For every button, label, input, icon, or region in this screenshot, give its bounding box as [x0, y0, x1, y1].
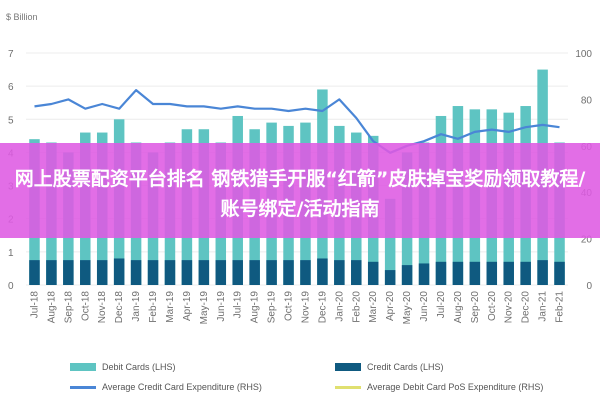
credit-bar-Nov-18 — [96, 260, 108, 285]
x-tick-Feb-20: Feb-20 — [351, 291, 362, 323]
right-tick-0: 0 — [586, 281, 592, 292]
x-tick-Jun-20: Jun-20 — [419, 291, 430, 322]
legend-item-avg-debit: Average Debit Card PoS Expenditure (RHS) — [335, 382, 543, 392]
x-tick-Nov-18: Nov-18 — [97, 291, 108, 324]
credit-bar-Aug-18 — [46, 260, 57, 285]
x-tick-Jan-20: Jan-20 — [334, 291, 345, 322]
credit-bar-Sep-19 — [266, 260, 277, 285]
x-tick-Jul-19: Jul-19 — [233, 291, 244, 319]
x-tick-Jul-18: Jul-18 — [29, 291, 40, 319]
x-tick-Feb-19: Feb-19 — [148, 291, 159, 323]
x-tick-Mar-20: Mar-20 — [368, 291, 379, 323]
x-tick-Aug-20: Aug-20 — [453, 291, 464, 324]
legend-swatch-debit — [70, 363, 96, 371]
x-axis-ticks: Jul-18 Aug-18 Sep-18 Oct-18 Nov-18 Dec-18 Jan-… — [29, 291, 565, 325]
x-tick-May-20: May-20 — [402, 291, 413, 325]
legend-swatch-avg-debit — [335, 385, 361, 389]
credit-bar-Apr-19 — [181, 260, 193, 285]
x-tick-May-19: May-19 — [199, 291, 210, 325]
x-tick-Nov-20: Nov-20 — [504, 291, 515, 324]
x-tick-Nov-19: Nov-19 — [300, 291, 311, 324]
banner-text: 网上股票配资平台排名 钢铁猎手开服“红箭”皮肤掉宝奖励领取教程/账号绑定/活动指… — [14, 168, 586, 220]
x-tick-Apr-19: Apr-19 — [182, 291, 193, 321]
credit-bar-Aug-19 — [249, 260, 260, 285]
x-tick-Dec-18: Dec-18 — [114, 291, 125, 324]
left-tick-7: 7 — [8, 49, 14, 60]
credit-bar-Dec-19 — [317, 258, 328, 285]
chart-legend: Debit Cards (LHS) Credit Cards (LHS) Ave… — [70, 360, 590, 400]
left-axis-unit-label: $ Billion — [6, 12, 38, 22]
promo-banner-overlay: 网上股票配资平台排名 钢铁猎手开服“红箭”皮肤掉宝奖励领取教程/账号绑定/活动指… — [0, 143, 600, 238]
legend-swatch-avg-credit — [70, 385, 96, 389]
x-tick-Feb-21: Feb-21 — [555, 291, 566, 323]
credit-bar-Jun-19 — [215, 260, 227, 285]
legend-label-credit: Credit Cards (LHS) — [367, 362, 444, 372]
right-tick-100: 100 — [575, 49, 592, 60]
credit-bar-Oct-20 — [486, 261, 498, 285]
x-tick-Sep-18: Sep-18 — [63, 291, 74, 324]
credit-bar-Sep-18 — [63, 260, 74, 285]
credit-bar-Oct-18 — [80, 260, 91, 285]
credit-bar-Mar-19 — [164, 260, 176, 285]
legend-label-avg-credit: Average Credit Card Expenditure (RHS) — [102, 382, 262, 392]
credit-bar-Mar-20 — [367, 261, 379, 285]
legend-item-credit: Credit Cards (LHS) — [335, 362, 444, 372]
x-tick-Sep-20: Sep-20 — [470, 291, 481, 324]
credit-bar-Jul-18 — [29, 260, 40, 285]
credit-bar-Feb-20 — [351, 260, 362, 285]
credit-bar-May-20 — [401, 265, 413, 285]
left-tick-6: 6 — [8, 82, 14, 93]
legend-item-avg-credit: Average Credit Card Expenditure (RHS) — [70, 382, 262, 392]
x-tick-Sep-19: Sep-19 — [267, 291, 278, 324]
x-tick-Jan-19: Jan-19 — [131, 291, 142, 322]
debit-bar-Apr-20 — [384, 198, 396, 285]
legend-item-debit: Debit Cards (LHS) — [70, 362, 176, 372]
credit-bar-Jan-20 — [334, 260, 345, 285]
credit-bar-Aug-20 — [452, 261, 464, 285]
x-tick-Aug-18: Aug-18 — [46, 291, 57, 324]
x-tick-Jan-21: Jan-21 — [538, 291, 549, 322]
credit-bar-Sep-20 — [469, 261, 481, 285]
credit-bar-Feb-19 — [147, 260, 159, 285]
right-tick-20: 20 — [581, 235, 593, 246]
legend-swatch-credit — [335, 363, 361, 371]
x-tick-Jul-20: Jul-20 — [436, 291, 447, 319]
x-tick-Oct-20: Oct-20 — [487, 291, 498, 321]
x-tick-Aug-19: Aug-19 — [250, 291, 261, 324]
x-tick-Dec-19: Dec-19 — [317, 291, 328, 324]
left-tick-1: 1 — [8, 248, 14, 259]
x-tick-Jun-19: Jun-19 — [216, 291, 227, 322]
x-tick-Apr-20: Apr-20 — [385, 291, 396, 321]
right-tick-80: 80 — [581, 95, 593, 106]
credit-bar-Dec-18 — [113, 258, 125, 285]
x-tick-Oct-19: Oct-19 — [284, 291, 295, 321]
credit-bar-Jan-21 — [537, 260, 548, 285]
credit-bar-Nov-20 — [503, 261, 514, 285]
credit-bar-Feb-21 — [554, 261, 565, 285]
credit-bar-Nov-19 — [300, 260, 311, 285]
credit-bars — [29, 258, 565, 285]
credit-bar-Jan-19 — [130, 260, 142, 285]
credit-bar-Dec-20 — [520, 261, 531, 285]
credit-bar-Jul-20 — [435, 261, 447, 285]
line-series-0 — [34, 88, 560, 154]
left-tick-5: 5 — [8, 115, 14, 126]
credit-bar-Jul-19 — [232, 260, 243, 285]
credit-bar-Jun-20 — [418, 263, 430, 285]
credit-bar-Oct-19 — [283, 260, 294, 285]
credit-bar-Apr-20 — [384, 270, 396, 285]
rhs-lines — [34, 88, 560, 154]
legend-label-avg-debit: Average Debit Card PoS Expenditure (RHS) — [367, 382, 544, 392]
x-tick-Mar-19: Mar-19 — [165, 291, 176, 323]
credit-bar-May-19 — [198, 260, 210, 285]
x-tick-Dec-20: Dec-20 — [521, 291, 532, 324]
left-tick-0: 0 — [8, 281, 14, 292]
legend-label-debit: Debit Cards (LHS) — [102, 362, 176, 372]
x-tick-Oct-18: Oct-18 — [80, 291, 91, 321]
